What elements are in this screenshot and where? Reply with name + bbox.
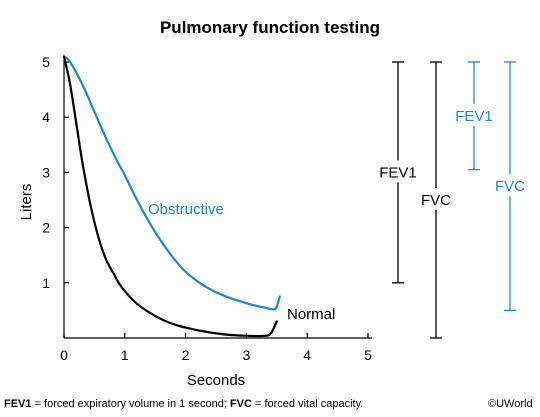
normal-label: Normal	[287, 306, 335, 323]
chart-title: Pulmonary function testing	[160, 18, 380, 37]
x-tick-label: 5	[364, 347, 372, 363]
x-tick-label: 4	[303, 347, 311, 363]
y-tick-label: 5	[42, 54, 50, 70]
x-tick-label: 0	[60, 347, 68, 363]
bracket-label: FEV1	[379, 164, 417, 181]
y-tick-label: 2	[42, 220, 50, 236]
bracket-label: FEV1	[455, 108, 493, 125]
y-tick-label: 4	[42, 109, 50, 125]
y-tick-label: 3	[42, 164, 50, 180]
bracket-label: FVC	[421, 192, 451, 209]
fvc-obstructive-bracket: FVC	[494, 61, 526, 312]
chart-curves	[62, 55, 281, 338]
bracket-label-bg	[420, 188, 452, 210]
x-tick-label: 2	[182, 347, 190, 363]
footnote-fvc-definition: = forced vital capacity.	[251, 398, 364, 410]
bracket-label-bg	[494, 174, 526, 197]
footnote-fev1-definition: = forced expiratory volume in 1 second;	[31, 398, 230, 410]
x-axis-label: Seconds	[187, 372, 245, 389]
x-tick-label: 3	[243, 347, 251, 363]
chart-axes	[63, 60, 372, 339]
normal-curve	[62, 55, 278, 338]
obstructive-curve	[62, 55, 281, 311]
bracket-label-bg	[453, 103, 495, 126]
bracket-label-bg	[377, 160, 419, 183]
y-axis-label: Liters	[18, 184, 35, 221]
y-tick-label: 1	[42, 275, 50, 291]
footnote: FEV1 = forced expiratory volume in 1 sec…	[4, 398, 363, 410]
footnote-fev1-abbr: FEV1	[4, 398, 32, 410]
axis-ticks: 0 1 2 3 4 5 1 2 3 4 5	[42, 54, 372, 363]
fvc-normal-bracket: FVC	[420, 61, 452, 339]
footnote-fvc-abbr: FVC	[229, 398, 252, 410]
bracket-label: FVC	[495, 178, 525, 195]
obstructive-label: Obstructive	[148, 201, 224, 218]
x-tick-label: 1	[121, 347, 129, 363]
credit-text: ©UWorld	[488, 398, 533, 410]
fev1-obstructive-bracket: FEV1	[453, 61, 495, 171]
fev1-normal-bracket: FEV1	[377, 61, 419, 284]
